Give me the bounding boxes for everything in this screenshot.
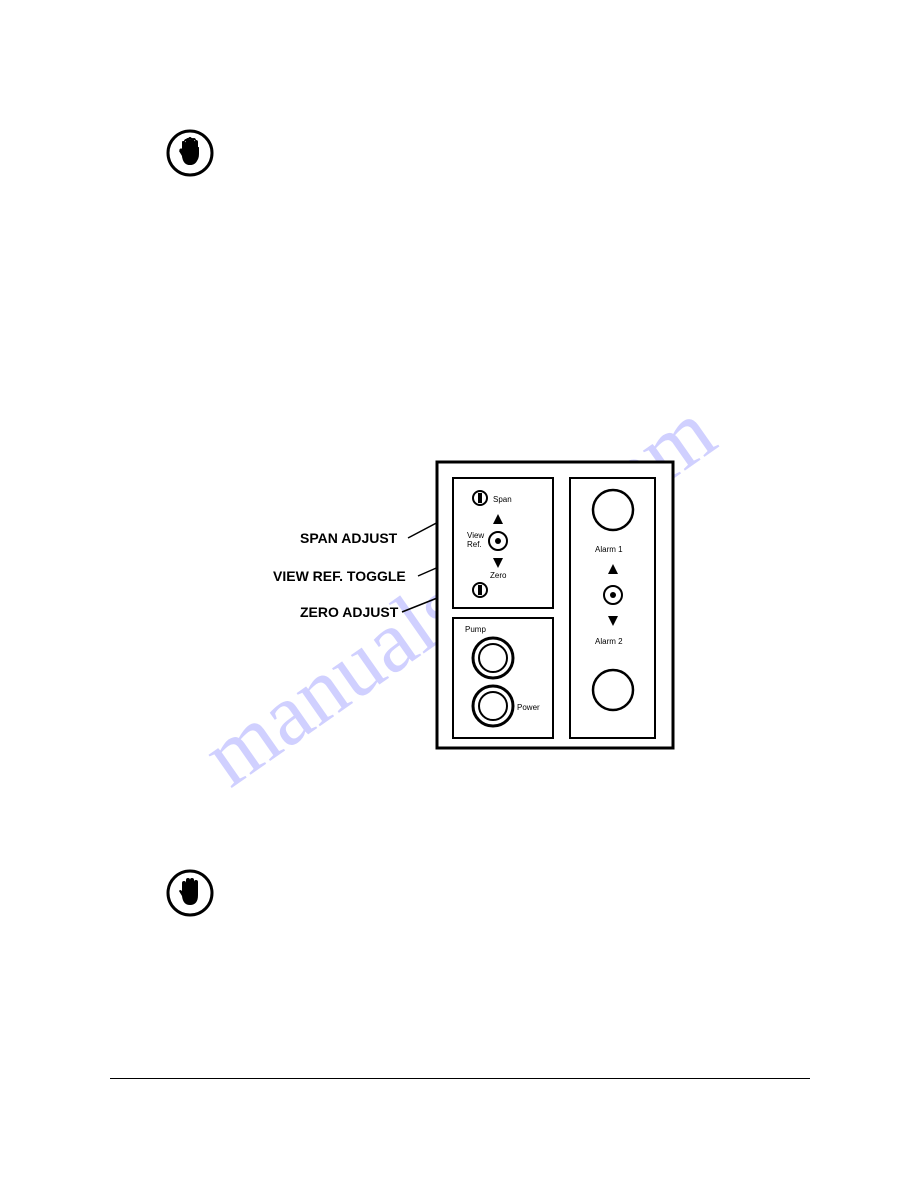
callout-zero: ZERO ADJUST bbox=[300, 604, 398, 620]
footer-rule bbox=[110, 1078, 810, 1079]
control-panel-diagram: Span View Ref. Zero Pump Power Alarm 1 A… bbox=[435, 460, 675, 750]
hand-stop-icon bbox=[165, 128, 215, 178]
panel-power-label: Power bbox=[517, 703, 540, 712]
panel-zero-label: Zero bbox=[490, 571, 507, 580]
panel-span-label: Span bbox=[493, 495, 512, 504]
callout-viewref: VIEW REF. TOGGLE bbox=[273, 568, 406, 584]
panel-viewref-top: View bbox=[467, 531, 484, 540]
hand-stop-icon bbox=[165, 868, 215, 918]
panel-viewref-bot: Ref. bbox=[467, 540, 482, 549]
panel-alarm2: Alarm 2 bbox=[595, 637, 623, 646]
panel-alarm1: Alarm 1 bbox=[595, 545, 623, 554]
callout-span: SPAN ADJUST bbox=[300, 530, 397, 546]
panel-pump-label: Pump bbox=[465, 625, 486, 634]
page: manualsline.com SPAN ADJUST VIEW REF. TO… bbox=[0, 0, 918, 1188]
